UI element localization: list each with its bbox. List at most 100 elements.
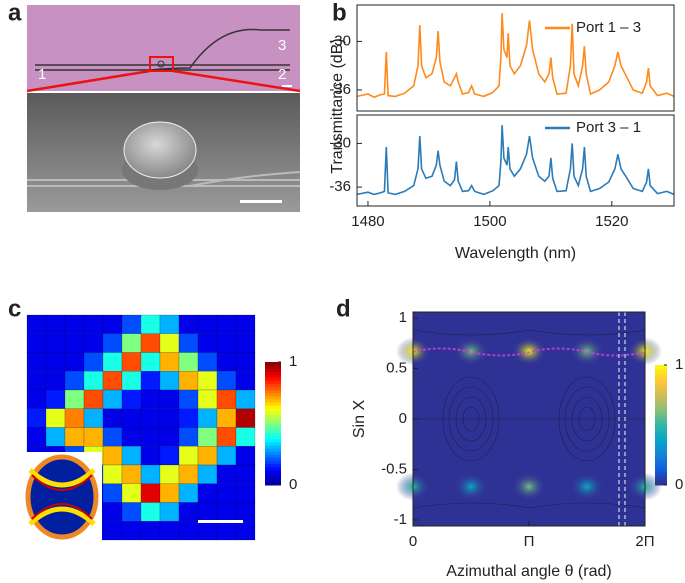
colorbar-segment — [265, 432, 281, 437]
heat-cell — [216, 483, 237, 503]
heat-cell — [64, 352, 85, 372]
colorbar-segment — [265, 438, 281, 443]
colorbar-segment — [655, 458, 667, 462]
heat-cell — [216, 314, 237, 334]
heat-cell — [140, 464, 161, 484]
heat-cell — [216, 389, 237, 409]
colorbar-segment — [655, 464, 667, 468]
heat-cell — [102, 464, 123, 484]
heat-cell — [159, 483, 180, 503]
intensity-spot — [512, 472, 546, 501]
heat-cell — [26, 408, 47, 428]
heat-cell — [159, 371, 180, 391]
colorbar-segment — [265, 380, 281, 385]
heat-cell — [216, 371, 237, 391]
colorbar-segment — [655, 425, 667, 429]
heat-cell — [178, 352, 199, 372]
heat-cell — [121, 464, 142, 484]
colorbar-segment — [265, 395, 281, 400]
heat-cell — [159, 314, 180, 334]
heat-cell — [64, 333, 85, 353]
heat-cell — [26, 427, 47, 447]
heat-cell — [178, 521, 199, 541]
heat-cell — [140, 314, 161, 334]
heat-cell — [102, 389, 123, 409]
colorbar-segment — [265, 377, 281, 381]
heat-cell — [216, 352, 237, 372]
heat-cell — [83, 314, 104, 334]
heat-cell — [197, 371, 218, 391]
heat-cell — [197, 408, 218, 428]
colorbar-label: 0 — [289, 476, 297, 493]
heat-cell — [216, 408, 237, 428]
heat-cell — [235, 502, 256, 522]
heat-cell — [178, 389, 199, 409]
colorbar-segment — [655, 368, 667, 372]
colorbar-segment — [655, 386, 667, 390]
heat-cell — [140, 408, 161, 428]
colorbar-segment — [265, 429, 281, 434]
heat-cell — [121, 502, 142, 522]
heat-cell — [235, 352, 256, 372]
series-line — [356, 125, 675, 196]
heat-cell — [45, 408, 66, 428]
colorbar-segment — [655, 473, 667, 477]
heat-cell — [197, 389, 218, 409]
heat-cell — [102, 352, 123, 372]
colorbar-segment — [655, 482, 667, 486]
heat-cell — [197, 427, 218, 447]
colorbar-segment — [655, 407, 667, 411]
colorbar-segment — [265, 411, 281, 415]
heat-cell — [197, 464, 218, 484]
heat-cell — [102, 408, 123, 428]
heat-cell — [140, 333, 161, 353]
heat-cell — [235, 483, 256, 503]
heat-cell — [197, 521, 218, 541]
heat-cell — [102, 371, 123, 391]
colorbar-segment — [265, 445, 281, 449]
heat-cell — [83, 333, 104, 353]
heat-cell — [121, 408, 142, 428]
colorbar-segment — [265, 414, 281, 418]
y-tick-label: 1 — [399, 309, 407, 326]
colorbar-segment — [265, 365, 281, 369]
axes-frame — [356, 114, 675, 207]
colorbar-segment — [655, 479, 667, 483]
heat-cell — [45, 333, 66, 353]
x-tick-label: 1480 — [351, 213, 384, 230]
colorbar-segment — [655, 380, 667, 384]
heat-cell — [45, 371, 66, 391]
heat-cell — [83, 427, 104, 447]
colorbar-segment — [655, 452, 667, 456]
x-tick-label: 1500 — [473, 213, 506, 230]
heat-cell — [102, 521, 123, 541]
colorbar-segment — [655, 437, 667, 441]
heat-cell — [159, 464, 180, 484]
heat-cell — [45, 427, 66, 447]
heat-cell — [83, 408, 104, 428]
colorbar-segment — [265, 374, 281, 378]
heat-cell — [121, 483, 142, 503]
heat-cell — [159, 521, 180, 541]
colorbar-segment — [655, 392, 667, 396]
colorbar-segment — [265, 420, 281, 424]
colorbar-segment — [655, 374, 667, 378]
heat-cell — [235, 408, 256, 428]
colorbar-segment — [265, 383, 281, 388]
colorbar-segment — [265, 460, 281, 464]
heat-cell — [178, 427, 199, 447]
colorbar-segment — [655, 389, 667, 393]
heat-cell — [26, 389, 47, 409]
colorbar-segment — [655, 476, 667, 480]
heat-cell — [64, 427, 85, 447]
heat-cell — [235, 371, 256, 391]
x-tick-label: 0 — [409, 533, 417, 550]
heat-cell — [121, 314, 142, 334]
colorbar-segment — [265, 389, 281, 394]
legend-label: Port 1 – 3 — [576, 19, 641, 36]
intensity-spot — [454, 337, 488, 366]
colorbar-segment — [265, 408, 281, 412]
colorbar-segment — [265, 448, 281, 452]
heat-cell — [216, 464, 237, 484]
micrograph — [26, 5, 301, 212]
